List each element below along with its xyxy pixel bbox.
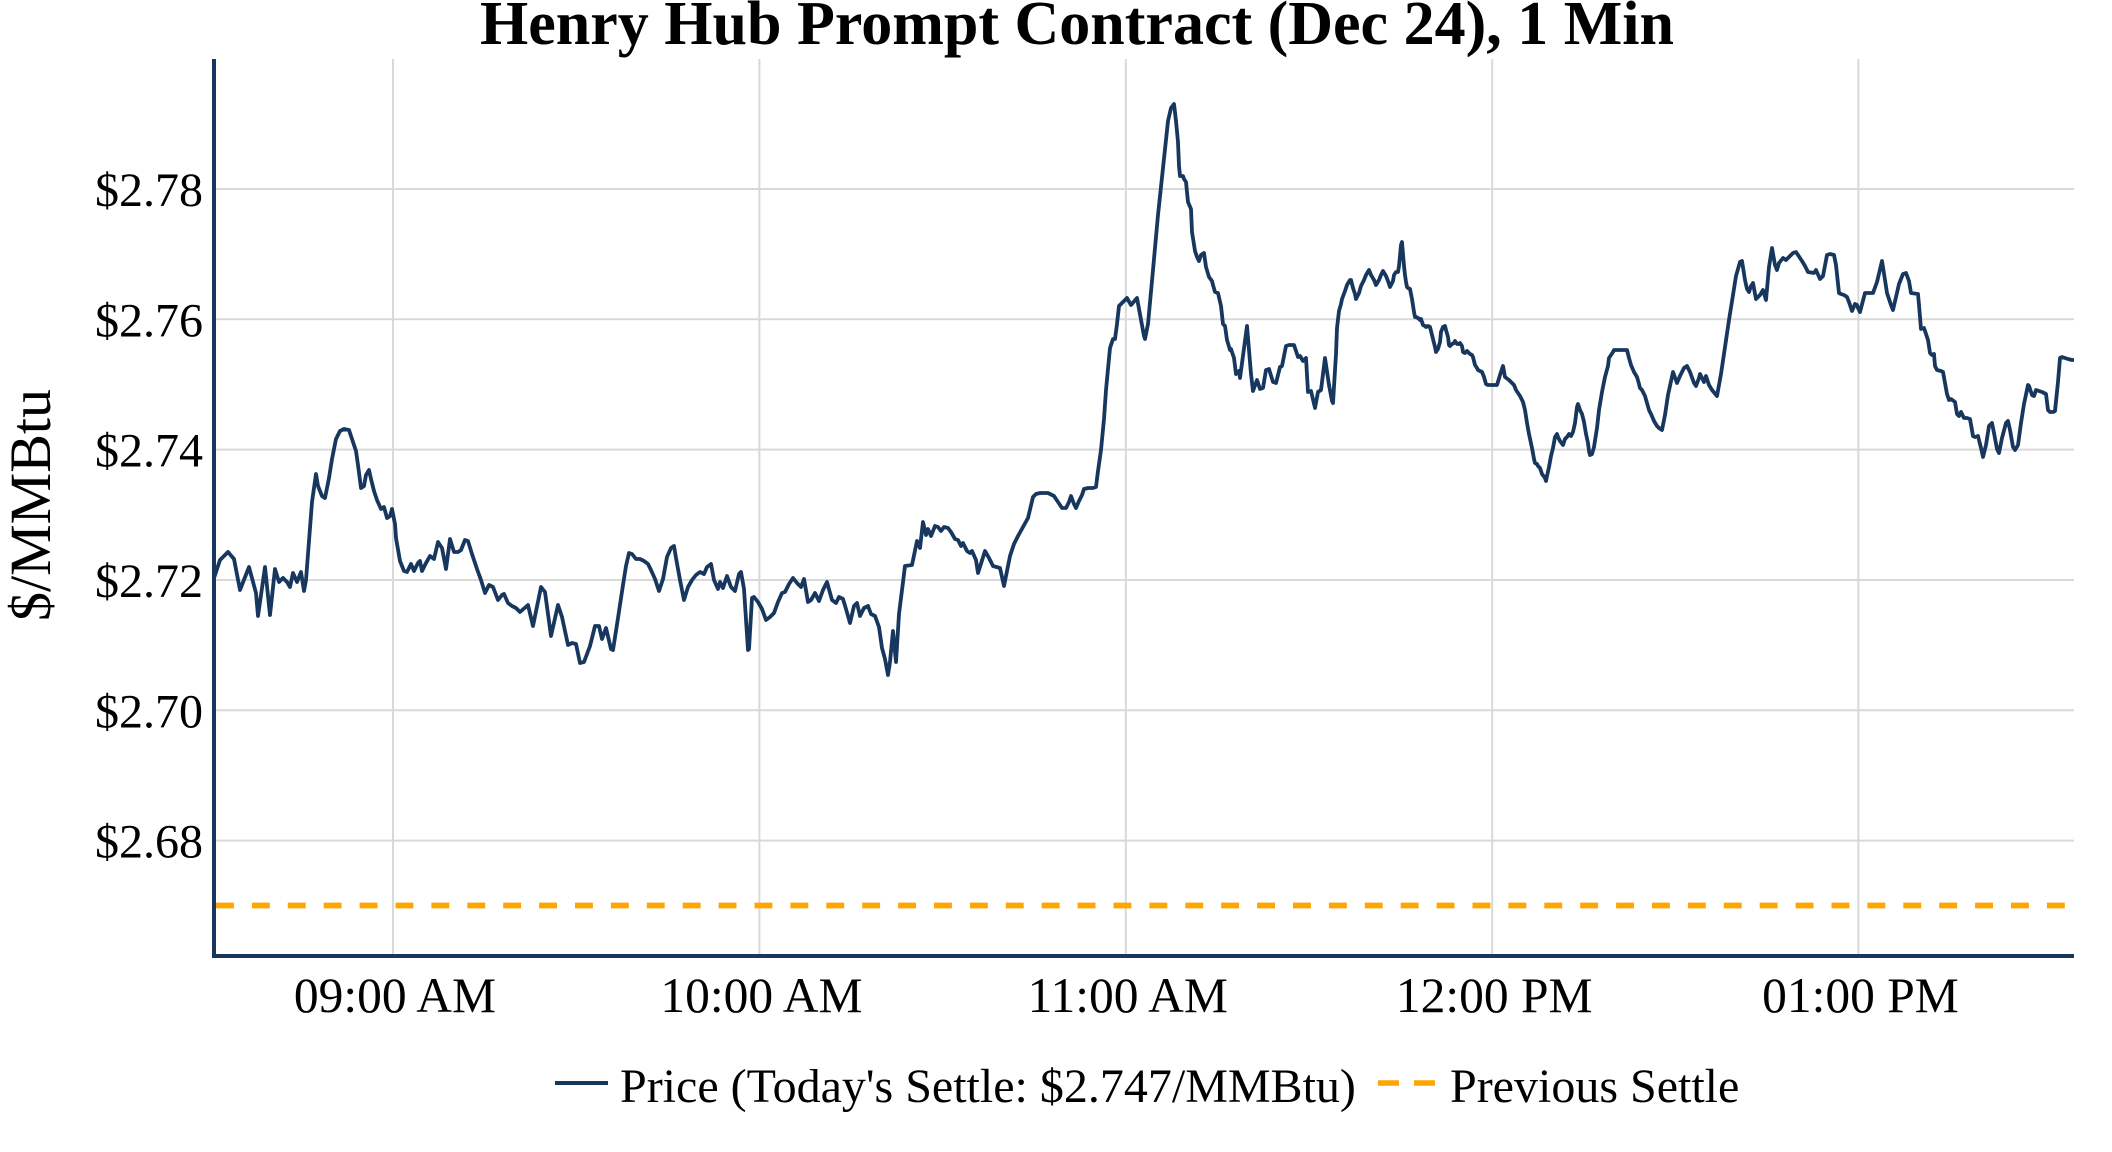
svg-text:11:00 AM: 11:00 AM <box>1028 968 1228 1023</box>
svg-text:$2.68: $2.68 <box>95 816 203 869</box>
svg-text:09:00 AM: 09:00 AM <box>294 968 496 1023</box>
svg-text:$2.78: $2.78 <box>95 164 203 217</box>
svg-text:$/MMBtu: $/MMBtu <box>0 389 63 621</box>
svg-text:$2.70: $2.70 <box>95 685 203 738</box>
svg-text:$2.76: $2.76 <box>95 294 203 347</box>
svg-text:Price (Today's Settle: $2.747/: Price (Today's Settle: $2.747/MMBtu) <box>620 1060 1356 1113</box>
svg-text:$2.74: $2.74 <box>95 425 203 478</box>
svg-text:Henry Hub Prompt Contract (Dec: Henry Hub Prompt Contract (Dec 24), 1 Mi… <box>480 0 1674 58</box>
svg-text:01:00 PM: 01:00 PM <box>1762 968 1959 1023</box>
svg-text:10:00 AM: 10:00 AM <box>660 968 862 1023</box>
svg-text:$2.72: $2.72 <box>95 555 203 608</box>
svg-text:Previous Settle: Previous Settle <box>1450 1060 1739 1113</box>
svg-text:12:00 PM: 12:00 PM <box>1396 968 1593 1023</box>
